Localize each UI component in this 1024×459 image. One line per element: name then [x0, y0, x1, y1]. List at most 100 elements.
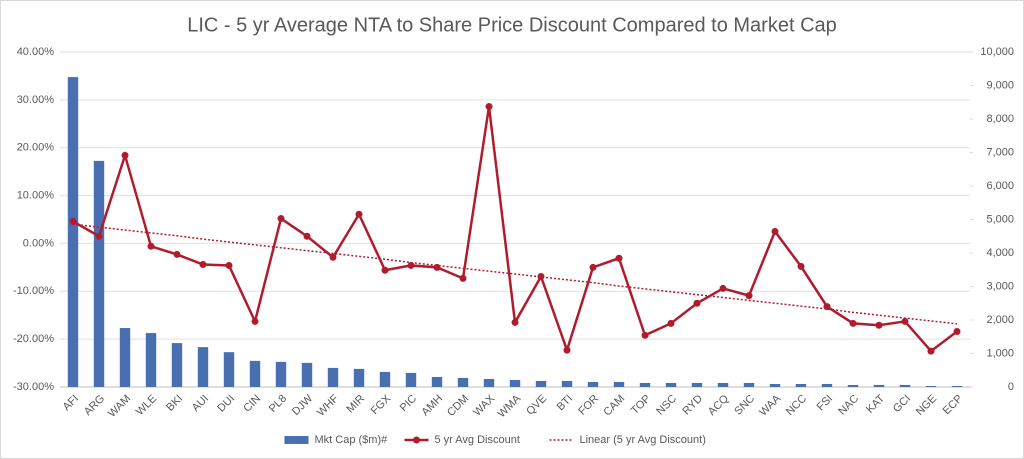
line-marker — [563, 346, 571, 354]
line-marker — [355, 210, 363, 218]
bar — [353, 368, 365, 387]
chart-title: LIC - 5 yr Average NTA to Share Price Di… — [187, 14, 837, 36]
y-tick-label: 10.00% — [17, 189, 55, 201]
line-marker — [875, 321, 883, 329]
line-marker — [927, 347, 935, 355]
y-tick-label: -10.00% — [13, 285, 54, 297]
y2-tick-label: 8,000 — [986, 113, 1014, 125]
line-marker — [771, 227, 779, 235]
bar — [145, 333, 157, 387]
bar — [483, 378, 495, 387]
line-marker — [121, 151, 129, 159]
line-marker — [537, 272, 545, 280]
bar — [795, 383, 807, 387]
bar — [925, 385, 937, 387]
bar — [457, 377, 469, 387]
bar — [223, 352, 235, 387]
line-marker — [667, 319, 675, 327]
y2-tick-label: 9,000 — [986, 79, 1014, 91]
bar — [743, 382, 755, 387]
line-marker — [849, 319, 857, 327]
line-marker — [95, 232, 103, 240]
line-marker — [251, 317, 259, 325]
line-marker — [615, 254, 623, 262]
bar — [847, 384, 859, 387]
line-marker — [901, 317, 909, 325]
legend-swatch — [284, 436, 309, 444]
bar — [717, 382, 729, 387]
bar — [275, 361, 287, 387]
y2-tick-label: 3,000 — [986, 280, 1014, 292]
bar — [821, 383, 833, 387]
bar — [93, 160, 105, 387]
y2-tick-label: 2,000 — [986, 314, 1014, 326]
bar — [769, 383, 781, 387]
line-marker — [381, 266, 389, 274]
line-marker — [693, 299, 701, 307]
bar — [509, 379, 521, 387]
y-tick-label: 20.00% — [17, 142, 55, 154]
line-marker — [719, 284, 727, 292]
bar — [431, 376, 443, 387]
y-tick-label: 30.00% — [17, 94, 55, 106]
y2-tick-label: 5,000 — [986, 213, 1014, 225]
line-marker — [797, 262, 805, 270]
y2-tick-label: 10,000 — [980, 46, 1014, 58]
y2-tick-label: 6,000 — [986, 180, 1014, 192]
bar — [691, 382, 703, 387]
bar — [561, 380, 573, 387]
bar — [301, 362, 313, 387]
line-marker — [329, 253, 337, 261]
bar — [119, 328, 131, 387]
legend-item: 5 yr Avg Discount — [404, 434, 520, 446]
y-tick-label: 40.00% — [17, 46, 55, 58]
bar — [327, 367, 339, 387]
bar — [873, 384, 885, 387]
bar — [67, 77, 79, 387]
line-marker — [641, 331, 649, 339]
line-marker — [69, 217, 77, 225]
line-marker — [407, 261, 415, 269]
y2-tick-label: 1,000 — [986, 347, 1014, 359]
y2-tick-label: 7,000 — [986, 146, 1014, 158]
bar — [613, 381, 625, 387]
trend-line — [72, 223, 958, 325]
legend-item: Mkt Cap ($m)# — [284, 434, 389, 446]
line-marker — [953, 327, 961, 335]
y2-tick-label: 4,000 — [986, 247, 1014, 259]
line-marker — [485, 103, 493, 111]
bar — [535, 380, 547, 387]
line-marker — [147, 242, 155, 250]
bar — [587, 381, 599, 387]
line-marker — [589, 263, 597, 271]
line-marker — [303, 232, 311, 240]
bar — [171, 343, 183, 387]
line-marker — [745, 292, 753, 300]
bar — [249, 360, 261, 387]
line-marker — [173, 250, 181, 258]
legend-label: 5 yr Avg Discount — [435, 434, 520, 446]
y-tick-label: -30.00% — [13, 381, 54, 393]
bar — [951, 385, 963, 387]
bar — [379, 371, 391, 387]
y-tick-label: 0.00% — [23, 237, 54, 249]
y2-tick-label: 0 — [1008, 381, 1014, 393]
y-tick-label: -20.00% — [13, 333, 54, 345]
legend-item: Linear (5 yr Avg Discount) — [549, 434, 706, 446]
line-marker — [277, 215, 285, 223]
line-marker — [511, 318, 519, 326]
bar — [639, 382, 651, 387]
legend-marker — [413, 436, 420, 444]
line-marker — [433, 263, 441, 271]
bar — [405, 372, 417, 387]
line-marker — [199, 260, 207, 268]
legend-label: Linear (5 yr Avg Discount) — [580, 434, 706, 446]
line-marker — [225, 261, 233, 269]
legend-label: Mkt Cap ($m)# — [315, 434, 389, 446]
bar — [665, 382, 677, 387]
bar — [197, 347, 209, 387]
bar — [899, 384, 911, 387]
line-marker — [459, 274, 467, 282]
